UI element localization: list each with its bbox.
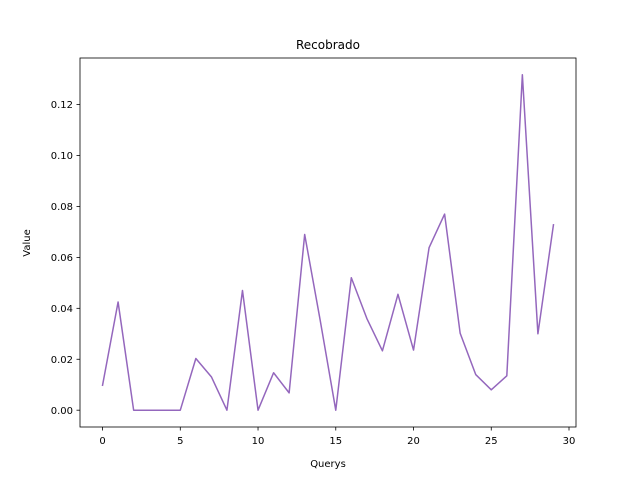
- x-tick-label-0: 0: [99, 436, 105, 447]
- x-tick-label-30: 30: [563, 436, 576, 447]
- y-tick-label-4: 0.08: [51, 202, 73, 213]
- x-tick-label-5: 5: [177, 436, 183, 447]
- x-tick-label-25: 25: [485, 436, 498, 447]
- y-tick-label-3: 0.06: [51, 253, 73, 264]
- x-tick-label-10: 10: [252, 436, 265, 447]
- y-axis-label: Value: [22, 229, 33, 256]
- axes-frame: [79, 57, 577, 428]
- plot-area: 0 5 10 15 20 25 30 0.00 0.02 0.04 0.06 0.08 0.10 0.12: [51, 57, 577, 447]
- y-tick-label-2: 0.04: [51, 304, 73, 315]
- series-line-0: [101, 74, 555, 411]
- x-tick-label-15: 15: [329, 436, 342, 447]
- y-tick-label-0: 0.00: [51, 406, 73, 417]
- x-tick-label-20: 20: [407, 436, 420, 447]
- y-tick-label-1: 0.02: [51, 355, 73, 366]
- x-axis-label: Querys: [310, 459, 346, 470]
- chart-title: Recobrado: [296, 38, 360, 52]
- y-tick-label-5: 0.10: [51, 151, 73, 162]
- y-tick-label-6: 0.12: [51, 100, 73, 111]
